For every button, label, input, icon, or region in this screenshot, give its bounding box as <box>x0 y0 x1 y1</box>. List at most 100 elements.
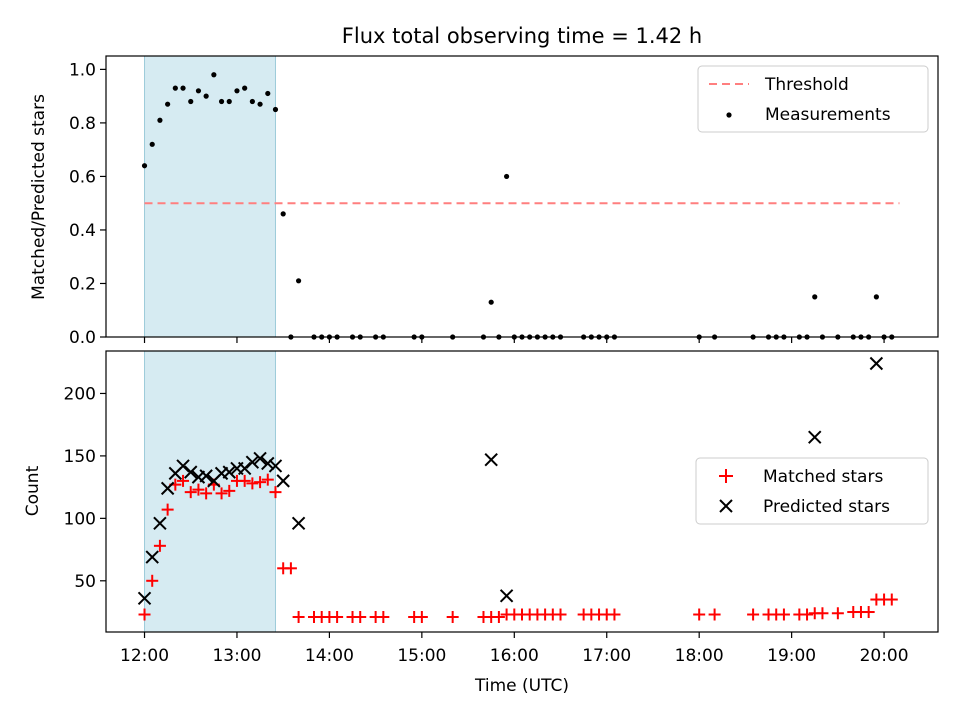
matched-star-point <box>261 473 274 486</box>
bottom-legend: Matched stars Predicted stars <box>695 457 929 525</box>
matched-star-point <box>801 608 814 621</box>
bottom-x-axis-ticks: 12:00 13:00 14:00 15:00 16:00 17:00 18:00 19:00… <box>120 632 909 666</box>
top-legend: Threshold Measurements <box>697 65 929 133</box>
predicted-star-point <box>499 589 514 603</box>
matched-star-point <box>161 503 174 516</box>
x-axis-label: Time (UTC) <box>474 676 569 696</box>
matched-star-point <box>269 486 282 499</box>
top-y-axis-ticks: 0.0 0.2 0.4 0.6 0.8 1.0 <box>69 60 106 348</box>
measurement-point <box>165 101 171 107</box>
x-tick-label: 17:00 <box>582 646 631 666</box>
predicted-star-point <box>484 452 498 467</box>
matched-star-point <box>831 607 844 620</box>
matched-star-point <box>153 539 166 552</box>
predicted-star-point <box>268 459 283 473</box>
predicted-stars-series <box>137 356 884 605</box>
x-tick-label: 13:00 <box>212 646 261 666</box>
measurement-point <box>180 85 186 91</box>
measurement-point <box>141 163 148 169</box>
measurement-point <box>157 117 163 123</box>
top-legend-box <box>697 65 929 133</box>
predicted-star-point <box>291 516 306 531</box>
matched-star-point <box>693 608 706 621</box>
top-y-axis-label: Matched/Predicted stars <box>29 94 49 300</box>
legend-measurements-swatch <box>726 112 732 118</box>
predicted-star-point <box>276 474 290 488</box>
top-panel: 0.0 0.2 0.4 0.6 0.8 1.0 Matched/Predicted sta… <box>29 55 939 348</box>
x-tick-label: 20:00 <box>860 646 909 666</box>
matched-star-point <box>246 477 259 490</box>
predicted-star-point <box>184 465 198 479</box>
matched-star-point <box>192 483 205 496</box>
matched-star-point <box>138 608 151 621</box>
measurement-point <box>188 98 194 105</box>
matched-star-point <box>777 608 790 621</box>
measurement-point <box>272 106 279 113</box>
legend-threshold-label: Threshold <box>764 75 849 95</box>
x-tick-label: 15:00 <box>397 646 446 666</box>
matched-star-point <box>492 611 505 624</box>
matched-star-point <box>215 487 228 500</box>
chart-title: Flux total observing time = 1.42 h <box>342 24 702 48</box>
measurement-point <box>488 299 494 305</box>
y-tick-label: 200 <box>64 384 96 404</box>
legend-matched-swatch <box>719 469 733 483</box>
y-tick-label: 0.6 <box>69 167 96 187</box>
matched-star-point <box>238 474 251 487</box>
matched-star-point <box>377 611 390 624</box>
measurement-point <box>226 98 232 105</box>
matched-star-point <box>331 611 344 624</box>
top-x-axis-ticks <box>143 337 885 343</box>
y-tick-label: 0.0 <box>69 328 96 348</box>
matched-stars-series <box>138 473 898 624</box>
matched-star-point <box>554 608 567 621</box>
predicted-star-point <box>869 356 884 371</box>
x-tick-label: 16:00 <box>490 646 539 666</box>
legend-measurements-label: Measurements <box>765 105 891 125</box>
measurement-point <box>295 278 302 284</box>
predicted-star-point <box>237 461 252 476</box>
matched-star-point <box>292 611 305 624</box>
matched-star-point <box>146 574 159 587</box>
matched-star-point <box>254 476 267 489</box>
x-tick-label: 19:00 <box>767 646 816 666</box>
predicted-star-point <box>199 469 213 483</box>
measurement-point <box>242 85 248 91</box>
predicted-star-point <box>808 430 822 444</box>
predicted-star-point <box>160 481 175 496</box>
matched-star-point <box>885 593 898 606</box>
measurement-point <box>211 72 217 78</box>
predicted-star-point <box>176 459 190 473</box>
predicted-star-point <box>153 516 167 531</box>
top-plot-frame <box>105 55 939 338</box>
y-tick-label: 1.0 <box>69 60 96 80</box>
measurement-point <box>873 294 879 300</box>
matched-star-point <box>608 608 621 621</box>
matched-star-point <box>747 608 760 621</box>
legend-matched-label: Matched stars <box>763 467 883 487</box>
matched-star-point <box>415 611 428 624</box>
measurement-point <box>149 141 155 147</box>
x-tick-label: 14:00 <box>305 646 354 666</box>
bottom-y-axis-label: Count <box>23 465 43 516</box>
y-tick-label: 100 <box>64 509 96 529</box>
matched-star-point <box>708 608 721 621</box>
measurement-point <box>172 85 178 91</box>
bottom-legend-box <box>695 457 929 525</box>
matched-star-point <box>284 562 297 575</box>
measurement-point <box>257 101 263 107</box>
measurement-point <box>218 98 225 105</box>
predicted-star-point <box>245 455 260 469</box>
bottom-plot-frame <box>105 350 939 633</box>
matched-star-point <box>200 487 213 500</box>
y-tick-label: 0.8 <box>69 114 96 134</box>
matched-star-point <box>223 484 236 497</box>
x-tick-label: 12:00 <box>120 646 169 666</box>
x-tick-label: 18:00 <box>675 646 724 666</box>
bottom-shaded-interval <box>144 350 276 633</box>
predicted-star-point <box>137 591 152 605</box>
measurement-point <box>203 93 209 99</box>
predicted-star-point <box>253 451 267 466</box>
measurement-point <box>280 211 286 217</box>
